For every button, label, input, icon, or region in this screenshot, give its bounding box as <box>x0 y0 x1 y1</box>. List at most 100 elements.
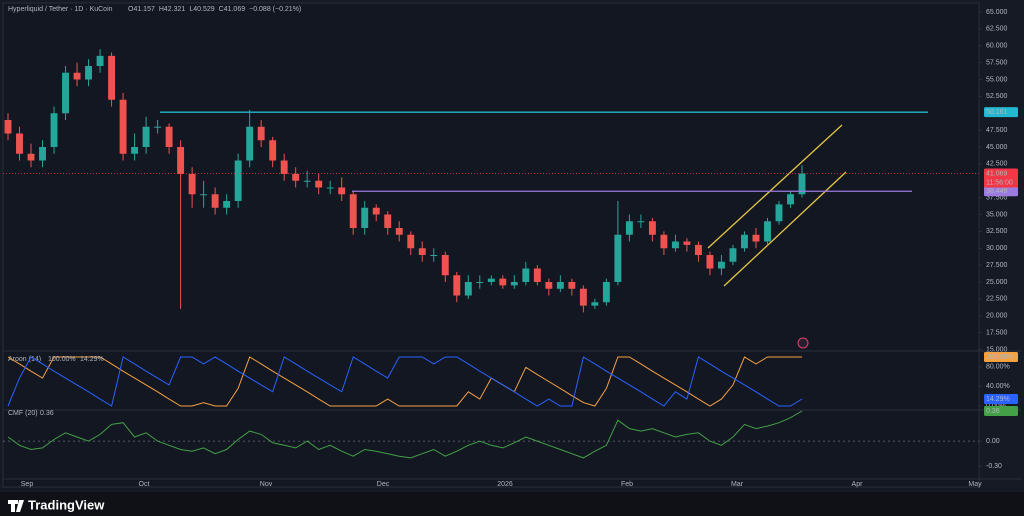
indicator-line <box>7 410 803 459</box>
candle-body <box>361 207 369 228</box>
x-tick-label: 2026 <box>497 481 513 488</box>
candle-body <box>372 207 380 215</box>
footer <box>0 492 1024 516</box>
candle-body <box>752 234 760 242</box>
candle-body <box>660 234 668 249</box>
candle-body <box>487 278 495 282</box>
brand-name: TradingView <box>28 497 105 512</box>
y-tick-label: 17.500 <box>986 329 1008 336</box>
channel-upper <box>707 124 843 249</box>
candle-body <box>96 55 104 66</box>
candle-body <box>62 72 69 114</box>
candle-body <box>315 180 323 188</box>
legend-value: 14.29% <box>80 356 104 363</box>
ohlc-value: H42.321 <box>159 6 186 13</box>
candle-body <box>407 234 415 249</box>
candle-body <box>717 261 725 269</box>
candle-body <box>50 113 58 147</box>
ohlc-value: L40.529 <box>189 6 214 13</box>
y-tick-label: 60.000 <box>986 43 1008 50</box>
candle-body <box>694 244 702 255</box>
level-label: 50.161 <box>986 109 1008 116</box>
indicator-line <box>7 356 802 407</box>
value-label: 100.00% <box>986 354 1014 361</box>
candle-body <box>119 99 127 154</box>
y-tick-label: 20.000 <box>986 313 1008 320</box>
value-label: 0.36 <box>986 408 1000 415</box>
y-tick-label: 62.500 <box>986 26 1008 33</box>
candle-body <box>775 204 783 222</box>
candle-body <box>683 241 691 245</box>
indicator-line <box>7 356 803 407</box>
candle-body <box>39 147 46 161</box>
y-tick-label: 15.000 <box>986 346 1008 353</box>
candle-body <box>464 282 472 296</box>
y-tick-label: 45.000 <box>986 144 1008 151</box>
candle-body <box>211 194 219 208</box>
y-tick-label: 65.000 <box>986 9 1008 16</box>
y-tick-label: 0.00 <box>986 438 1000 445</box>
x-tick-label: Apr <box>852 481 864 488</box>
candle-body <box>326 187 334 189</box>
candle-body <box>257 126 265 141</box>
candle-body <box>142 126 150 147</box>
candle-body <box>4 120 12 134</box>
candle-body <box>764 221 771 242</box>
candle-body <box>522 268 530 282</box>
candle-body <box>234 160 242 201</box>
x-tick-label: Mar <box>731 481 744 488</box>
symbol-title: Hyperliquid / Tether · 1D · KuCoin <box>8 6 113 13</box>
y-tick-label: 37.500 <box>986 194 1008 201</box>
candle-body <box>741 234 748 249</box>
candle-body <box>625 221 633 235</box>
indicator-title: CMF (20) <box>8 410 38 417</box>
candle-body <box>384 214 392 228</box>
y-tick-label: 42.500 <box>986 161 1008 168</box>
candle-body <box>533 268 541 282</box>
x-tick-label: Nov <box>260 481 273 488</box>
ohlc-value: C41.069 <box>219 6 246 13</box>
candle-body <box>269 140 277 161</box>
candle-body <box>545 282 553 289</box>
value-label-bg <box>984 393 1018 404</box>
ohlc-value: −0.088 (−0.21%) <box>249 6 301 13</box>
last-price-bg <box>984 168 1018 188</box>
y-tick-label: 47.500 <box>986 127 1008 134</box>
candle-body <box>27 153 35 161</box>
x-tick-label: Oct <box>139 481 150 488</box>
value-label: 14.29% <box>986 396 1010 403</box>
candle-body <box>706 255 714 269</box>
level-label: 38.449 <box>986 188 1008 195</box>
candle-body <box>303 180 311 182</box>
candle-body <box>349 194 357 228</box>
candle-body <box>579 288 587 306</box>
level-label-bg <box>984 107 1018 118</box>
y-tick-label: 57.500 <box>986 59 1008 66</box>
candle-body <box>73 72 81 80</box>
candle-body <box>131 147 139 154</box>
candle-body <box>188 174 196 195</box>
value-label-bg <box>984 406 1018 416</box>
last-price-label: 41.069 <box>986 170 1008 177</box>
candle-body <box>85 66 93 80</box>
candle-body <box>671 241 679 249</box>
x-tick-label: Dec <box>377 481 390 488</box>
candle-body <box>614 234 622 282</box>
legend-value: 0.36 <box>40 410 54 417</box>
candle-body <box>154 126 162 128</box>
y-tick-label: 40.00% <box>986 383 1010 390</box>
y-tick-label: 25.000 <box>986 279 1008 286</box>
plot-frame <box>2 2 980 488</box>
candle-body <box>338 187 346 195</box>
y-tick-label: 80.00% <box>986 364 1010 371</box>
candle-body <box>568 282 576 289</box>
candle-body <box>177 147 185 174</box>
candle-body <box>798 173 806 195</box>
x-tick-label: May <box>968 481 982 488</box>
candle-body <box>510 282 518 286</box>
event-icon[interactable] <box>797 337 809 349</box>
candle-body <box>441 255 449 276</box>
y-tick-label: 22.500 <box>986 296 1008 303</box>
